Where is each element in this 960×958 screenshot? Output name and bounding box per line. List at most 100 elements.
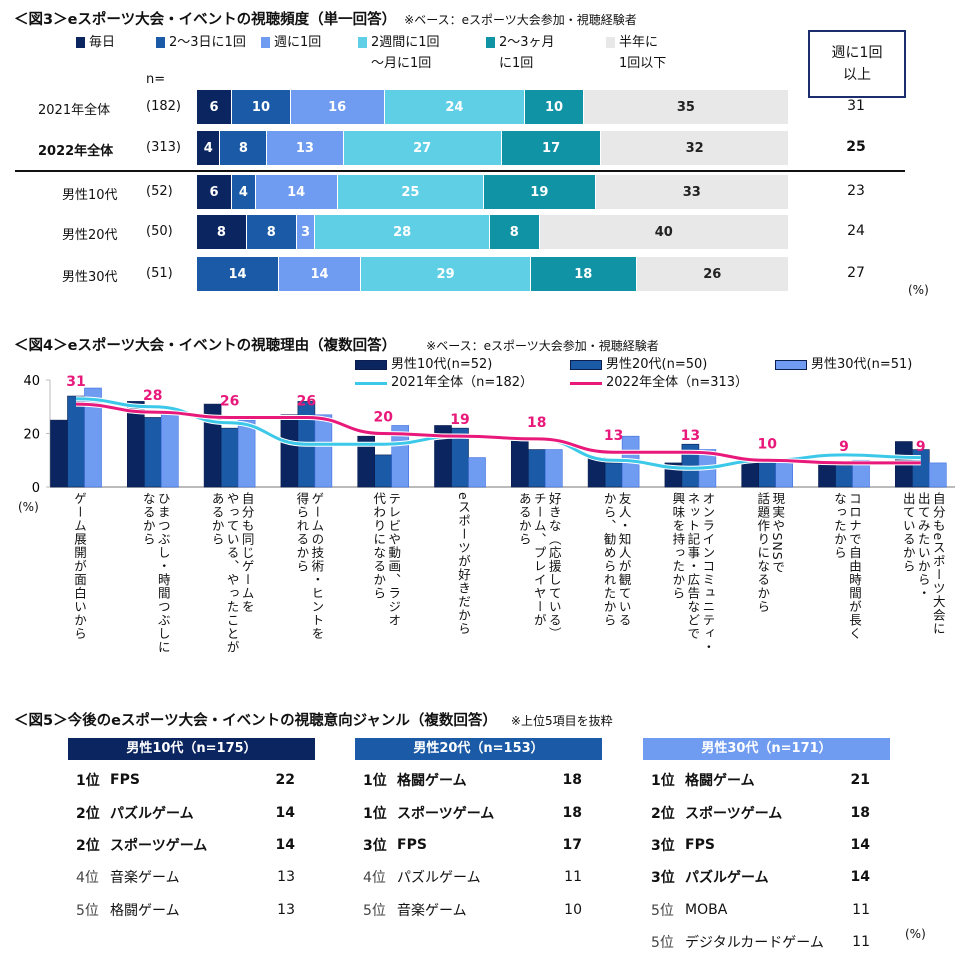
data-label: 9 [916, 439, 926, 455]
stacked-bar: 14 14 29 18 26 [197, 257, 789, 291]
summary-value: 25 [846, 139, 866, 155]
bar-segment: 28 [315, 215, 490, 249]
row-n: (182) [146, 99, 181, 114]
bar [144, 417, 162, 488]
fig3-title: ＜図3＞eスポーツ大会・イベントの視聴頻度（単一回答） ※ベース：eスポーツ大会参… [14, 12, 637, 28]
x-tick-label: オンラインコミュニティ・ ネット記事・広告などで 興味を持ったから [670, 492, 716, 654]
legend-item: 男性30代(n=51) [775, 356, 912, 374]
fig3-unit: (%) [908, 283, 929, 297]
table-row: 5位 音楽ゲーム 10 [355, 894, 602, 926]
bar [835, 465, 853, 488]
data-label: 13 [604, 428, 623, 444]
data-label: 10 [757, 436, 777, 452]
legend-label: 2〜3ヶ月 に1回 [499, 35, 555, 71]
genre: デジタルカードゲーム [685, 935, 824, 952]
bar-segment: 33 [595, 175, 789, 209]
table-header: 男性10代（n=175） [68, 738, 315, 760]
legend-swatch [261, 37, 270, 48]
legend-label: 男性20代(n=50) [606, 357, 708, 372]
ranking-table: 男性30代（n=171） 1位 格闘ゲーム 21 2位 スポーツゲーム 18 3位 FPS 14 3… [643, 738, 890, 958]
value: 11 [564, 869, 582, 886]
value: 17 [562, 836, 582, 853]
legend-label: 2〜3日に1回 [169, 35, 246, 50]
value: 11 [852, 901, 870, 918]
genre: スポーツゲーム [110, 837, 208, 854]
legend-item: 男性10代(n=52) [355, 356, 492, 374]
table-row: 4位 音楽ゲーム 13 [68, 861, 315, 893]
rank: 2位 [76, 837, 100, 854]
bar [161, 414, 179, 488]
bar-segment: 3 [296, 215, 316, 249]
bar-segment: 8 [489, 215, 540, 249]
bar [544, 449, 563, 488]
table-row: 3位 FPS 17 [355, 829, 602, 861]
bar-segment: 14 [255, 175, 338, 209]
genre: FPS [110, 772, 140, 789]
divider [15, 170, 905, 172]
bar-segment: 13 [267, 131, 344, 165]
rank: 5位 [651, 902, 674, 919]
data-label: 20 [373, 410, 393, 426]
legend-line [355, 382, 387, 385]
value: 18 [562, 804, 582, 821]
rank: 4位 [76, 870, 99, 887]
rank: 4位 [363, 870, 386, 887]
genre: 音楽ゲーム [110, 870, 180, 887]
genre: 格闘ゲーム [110, 902, 180, 919]
table-row: 5位 MOBA 11 [643, 894, 890, 926]
bar-segment: 16 [290, 90, 385, 124]
rank: 3位 [363, 837, 387, 854]
bar [527, 449, 546, 488]
bar [928, 462, 947, 488]
bar-segment: 8 [246, 215, 297, 249]
legend-label: 週に1回 [274, 35, 322, 50]
rank: 1位 [76, 773, 100, 790]
table-row: 2位 スポーツゲーム 18 [643, 796, 890, 828]
rank: 2位 [651, 805, 675, 822]
stacked-bar: 4 8 13 27 17 32 [197, 131, 789, 165]
bar-segment: 6 [197, 90, 233, 124]
row-label: 2022年全体 [38, 144, 114, 159]
stacked-bar: 6 10 16 24 10 35 [197, 90, 789, 124]
bar-segment: 27 [343, 131, 502, 165]
table-row: 2位 スポーツゲーム 14 [68, 829, 315, 861]
ranking-table: 男性20代（n=153） 1位 格闘ゲーム 18 1位 スポーツゲーム 18 3位 FPS 17 4… [355, 738, 602, 926]
table-row: 3位 FPS 14 [643, 829, 890, 861]
legend-item: 2022年全体（n=313） [570, 374, 748, 392]
data-label: 13 [681, 428, 700, 444]
genre: FPS [397, 836, 427, 853]
value: 11 [852, 934, 870, 951]
fig5-note: ※上位5項目を抜粋 [510, 714, 613, 728]
genre: 格闘ゲーム [685, 773, 755, 790]
fig5-title: ＜図5＞今後のeスポーツ大会・イベントの視聴意向ジャンル（複数回答） ※上位5項目… [14, 713, 613, 729]
stacked-bar: 6 4 14 25 19 33 [197, 175, 789, 209]
legend-item: 2〜3日に1回 [156, 32, 246, 53]
legend-swatch [358, 37, 367, 48]
bar [220, 427, 239, 488]
legend-swatch [606, 37, 615, 48]
stacked-bar: 8 8 3 28 8 40 [197, 215, 789, 249]
fig4-chart: 0 20 40 31 28 26 26 20 19 18 13 13 10 9 9 [23, 374, 955, 495]
legend-item: 2〜3ヶ月 に1回 [486, 32, 555, 74]
bar [741, 462, 760, 488]
row-n: (50) [146, 224, 173, 239]
series-line [75, 402, 921, 465]
rank: 2位 [76, 805, 100, 822]
row-n: (52) [146, 184, 173, 199]
legend-label: 2022年全体（n=313） [606, 375, 749, 390]
genre: パズルゲーム [397, 870, 481, 887]
data-label: 19 [450, 412, 469, 428]
genre: FPS [685, 836, 715, 853]
ranking-table: 男性10代（n=175） 1位 FPS 22 2位 パズルゲーム 14 2位 スポーツゲーム 14… [68, 738, 315, 926]
bar-segment: 6 [197, 175, 233, 209]
data-label: 28 [143, 388, 162, 404]
summary-value: 31 [847, 98, 865, 114]
row-label: 男性20代 [62, 228, 118, 243]
x-tick-label: ゲーム展開が面白いから [72, 492, 87, 641]
bar-segment: 10 [525, 90, 584, 124]
summary-header: 週に1回 以上 [808, 30, 906, 98]
bar [468, 457, 486, 488]
genre: MOBA [685, 901, 728, 918]
genre: パズルゲーム [685, 870, 769, 887]
bar-segment: 32 [601, 131, 789, 165]
